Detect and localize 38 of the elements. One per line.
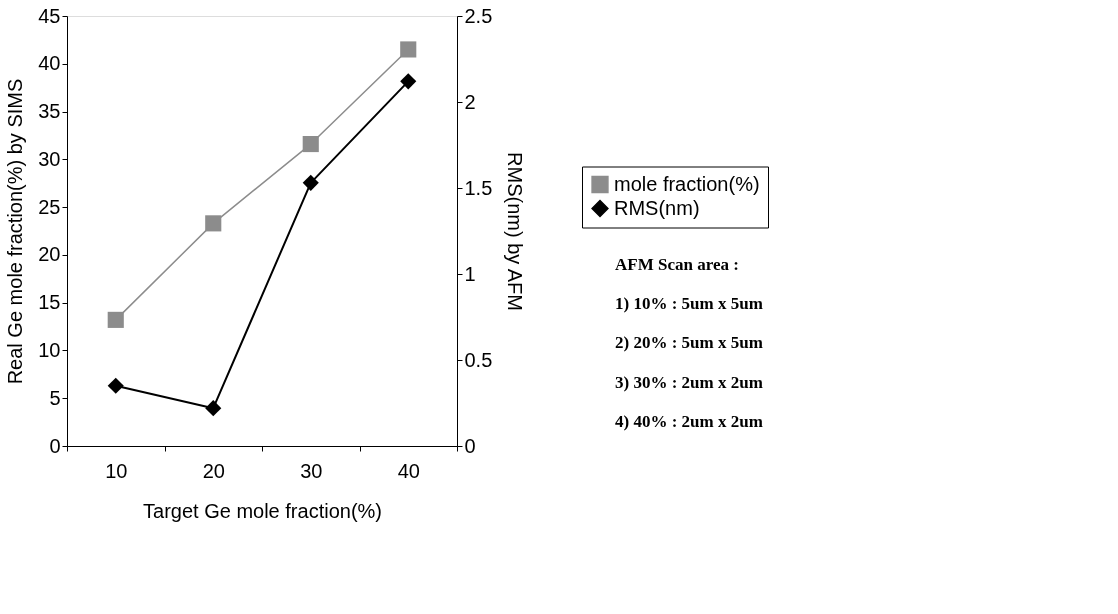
y-tick-label: 35 [38, 100, 61, 123]
point [107, 311, 124, 328]
y-tick-label: 15 [38, 291, 61, 314]
text: 1) 10% : 5um x 5um [615, 293, 763, 313]
point [205, 400, 222, 417]
legend-label: mole fraction(%) [614, 172, 760, 195]
point [205, 215, 222, 232]
y-tick-label: 10 [38, 338, 61, 361]
text: AFM Scan area : [615, 254, 739, 274]
y2-tick-label: 2.5 [464, 4, 493, 27]
legend-label: RMS(nm) [614, 196, 700, 219]
point [400, 73, 417, 90]
text: 2) 20% : 5um x 5um [615, 333, 763, 353]
y-tick-label: 40 [38, 52, 61, 75]
y2-axis-title: RMS(nm) by AFM [504, 152, 527, 311]
y-axis-title: Real Ge mole fraction(%) by SIMS [4, 78, 27, 385]
point [107, 377, 124, 394]
y-tick-label: 30 [38, 147, 61, 170]
point [400, 41, 417, 58]
y2-tick-label: 0 [464, 434, 476, 457]
x-tick-label: 30 [300, 459, 323, 482]
y-tick-label: 45 [38, 4, 61, 27]
x-tick-label: 10 [105, 459, 128, 482]
point [302, 135, 319, 153]
x-tick-label: 40 [397, 459, 420, 482]
x-axis-title: Target Ge mole fraction(%) [143, 499, 382, 522]
text: 3) 30% : 2um x 2um [615, 372, 763, 392]
y2-tick-label: 2 [464, 90, 476, 113]
y-tick-label: 0 [49, 434, 61, 457]
point [302, 174, 319, 191]
y-tick-label: 25 [38, 195, 61, 218]
x-tick-label: 20 [202, 459, 225, 482]
y2-tick-label: 1 [464, 262, 476, 285]
y-tick-label: 20 [38, 243, 61, 266]
y2-tick-label: 0.5 [464, 348, 493, 371]
y2-tick-label: 1.5 [464, 176, 493, 199]
y-tick-label: 5 [49, 386, 61, 409]
text: 4) 40% : 2um x 2um [615, 412, 763, 432]
